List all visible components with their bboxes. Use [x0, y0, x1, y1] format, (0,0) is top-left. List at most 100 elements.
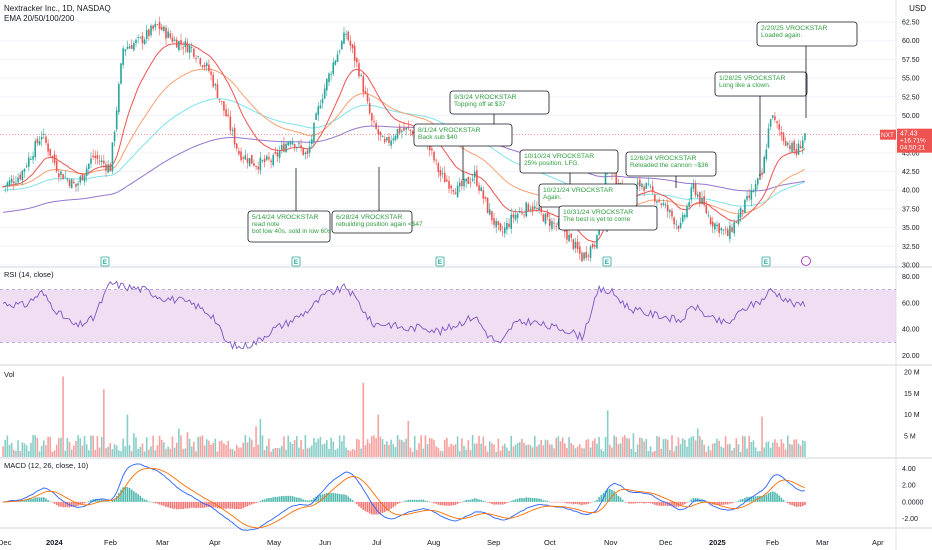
volume-bar	[656, 436, 658, 457]
volume-bar	[103, 389, 105, 457]
volume-bar	[784, 449, 787, 457]
candle-body	[180, 40, 182, 45]
volume-bar	[169, 449, 172, 457]
volume-bar	[542, 445, 545, 457]
volume-bar	[452, 445, 455, 457]
candle-body	[58, 173, 60, 178]
candle-body	[486, 197, 489, 214]
candle-body	[589, 246, 592, 258]
volume-bar	[122, 438, 124, 457]
volume-bar	[696, 428, 699, 457]
candle-body	[356, 58, 358, 63]
macd-histogram-bar	[40, 497, 43, 502]
macd-histogram-bar	[433, 501, 435, 504]
macd-histogram-bar	[278, 496, 281, 502]
candle-body	[210, 71, 212, 75]
time-axis-label: Dec	[659, 538, 673, 547]
macd-histogram-bar	[298, 497, 300, 502]
macd-histogram-bar	[390, 501, 392, 509]
macd-histogram-bar	[559, 501, 562, 503]
volume-bar	[581, 448, 583, 457]
volume-bar	[771, 442, 774, 457]
volume-bar	[94, 449, 97, 457]
volume-bar	[540, 439, 543, 457]
volume-bar	[255, 426, 257, 457]
candle-body	[220, 100, 223, 102]
macd-histogram-bar	[467, 499, 470, 502]
candle-body	[769, 119, 772, 127]
macd-histogram-bar	[238, 501, 240, 510]
candle-body	[411, 131, 414, 135]
macd-histogram-bar	[285, 495, 287, 502]
candle-body	[90, 158, 92, 164]
candle-body	[639, 179, 641, 187]
candle-body	[248, 158, 251, 166]
macd-histogram-bar	[396, 501, 399, 505]
candle-body	[328, 73, 330, 83]
volume-bar	[645, 438, 648, 457]
volume-bar	[77, 435, 79, 457]
candle-body	[103, 160, 105, 164]
macd-histogram-bar	[246, 501, 249, 507]
candle-body	[409, 129, 412, 131]
volume-bar	[551, 444, 553, 457]
candle-body	[521, 212, 523, 214]
volume-bar	[356, 439, 358, 457]
candle-body	[51, 155, 54, 157]
volume-bar	[636, 444, 639, 457]
volume-bar	[265, 445, 268, 457]
volume-bar	[546, 440, 549, 457]
ema-50-line	[3, 68, 806, 226]
candle-body	[12, 181, 15, 184]
candle-body	[55, 160, 58, 172]
candle-body	[529, 208, 532, 210]
volume-bar	[328, 449, 330, 457]
candle-body	[126, 46, 129, 49]
candle-body	[235, 143, 238, 149]
volume-bar	[163, 442, 165, 457]
candle-body	[25, 166, 28, 167]
annotation-title: 2/20/25 VROCKSTAR	[761, 25, 827, 32]
candle-body	[135, 39, 137, 44]
volume-bar	[184, 448, 187, 457]
candle-body	[216, 84, 219, 98]
candle-body	[40, 136, 43, 140]
candle-body	[115, 110, 118, 130]
volume-bar	[366, 439, 369, 457]
macd-histogram-bar	[70, 501, 73, 507]
candle-body	[336, 54, 339, 62]
volume-bar	[371, 436, 373, 457]
macd-histogram-bar	[679, 501, 682, 507]
candle-body	[771, 115, 774, 118]
volume-bar	[553, 448, 555, 457]
volume-bar	[664, 438, 667, 457]
volume-bar	[596, 443, 598, 457]
candle-body	[368, 103, 371, 114]
macd-histogram-bar	[431, 501, 433, 503]
volume-bar	[527, 444, 530, 457]
rsi-line	[2, 280, 806, 351]
candle-body	[293, 144, 296, 148]
volume-bar	[763, 447, 765, 457]
candle-body	[551, 220, 553, 229]
volume-bar	[531, 447, 534, 457]
volume-bar	[25, 445, 28, 457]
volume-bar	[68, 442, 71, 457]
candle-body	[100, 160, 103, 163]
candle-body	[233, 127, 236, 145]
macd-histogram-bar	[518, 498, 521, 502]
macd-histogram-bar	[797, 501, 800, 507]
volume-bar	[278, 448, 281, 457]
earnings-marker-label: E	[103, 259, 108, 266]
volume-bar	[422, 448, 425, 457]
volume-bar	[630, 448, 633, 457]
macd-histogram-bar	[486, 501, 489, 503]
volume-bar	[401, 440, 403, 457]
volume-bar	[10, 442, 13, 457]
macd-histogram-bar	[701, 499, 703, 502]
candle-body	[774, 116, 776, 120]
macd-histogram-bar	[398, 501, 401, 504]
volume-bar	[100, 437, 103, 457]
candle-body	[484, 196, 487, 199]
